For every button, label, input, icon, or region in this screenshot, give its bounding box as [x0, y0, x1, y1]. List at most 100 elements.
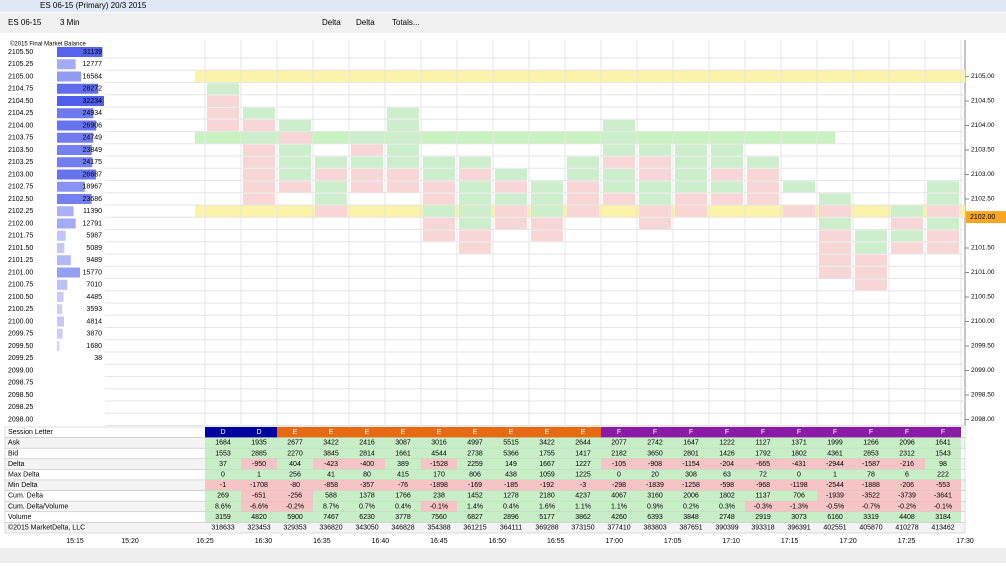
ladder-volume: 11390: [83, 208, 102, 215]
table-value: 6827: [467, 514, 483, 521]
volume-bar: [57, 72, 81, 82]
ladder-price: 2103.25: [8, 159, 33, 166]
footprint-cell: [243, 181, 275, 192]
table-value: 2006: [683, 493, 699, 500]
footprint-cell: [207, 96, 239, 107]
footprint-cell: [315, 194, 347, 205]
footprint-cell: [819, 243, 851, 254]
axis-label: 2098.00: [971, 416, 995, 423]
footprint-cell: [927, 230, 959, 241]
footprint-cell: [315, 169, 347, 180]
footprint-cell: [675, 194, 707, 205]
table-value: 806: [469, 472, 481, 479]
footprint-cell: [819, 230, 851, 241]
table-value: 410278: [895, 525, 918, 532]
footprint-cell: [639, 218, 671, 229]
ladder-price: 2098.25: [8, 404, 33, 411]
time-label: 17:30: [956, 538, 974, 545]
ladder-price: 2102.75: [8, 184, 33, 191]
footprint-cell: [243, 169, 275, 180]
table-value: 3160: [647, 493, 663, 500]
footprint-cell: [531, 230, 563, 241]
time-label: 15:15: [66, 538, 84, 545]
time-label: 17:20: [839, 538, 857, 545]
footprint-cell: [711, 145, 743, 156]
toolbar-item[interactable]: ES 06-15: [8, 18, 42, 27]
table-value: E: [401, 429, 406, 436]
ladder-price: 2102.50: [8, 196, 33, 203]
footprint-cell: [747, 169, 779, 180]
table-value: 1.6%: [539, 503, 555, 510]
table-value: 3778: [395, 514, 411, 521]
table-value: -665: [756, 461, 770, 468]
table-value: -1: [220, 482, 226, 489]
table-value: 3848: [683, 514, 699, 521]
table-value: -216: [900, 461, 914, 468]
table-value: -1258: [682, 482, 700, 489]
table-value: -2944: [826, 461, 844, 468]
footprint-cell: [603, 169, 635, 180]
volume-bar: [57, 206, 74, 216]
table-value: 1452: [467, 493, 483, 500]
footprint-cell: [387, 108, 419, 119]
volume-bar: [57, 219, 76, 229]
table-value: -598: [720, 482, 734, 489]
title-bar: [0, 0, 1006, 12]
footprint-cell: [351, 169, 383, 180]
table-value: 4997: [467, 440, 483, 447]
footprint-cell: [639, 206, 671, 217]
footprint-cell: [927, 181, 959, 192]
footprint-cell: [819, 206, 851, 217]
table-value: 72: [759, 472, 767, 479]
table-label: Cum. Delta/Volume: [8, 503, 68, 510]
row-highlight: [195, 71, 965, 83]
axis-label: 2103.50: [971, 147, 995, 154]
footprint-cell: [279, 181, 311, 192]
footprint-cell: [315, 206, 347, 217]
table-value: -3739: [898, 493, 916, 500]
table-value: -298: [612, 482, 626, 489]
footprint-cell: [279, 169, 311, 180]
table-value: 63: [723, 472, 731, 479]
toolbar-item[interactable]: Delta: [322, 18, 341, 27]
table-value: 1543: [935, 450, 951, 457]
footprint-cell: [855, 230, 887, 241]
table-value: 354388: [427, 525, 450, 532]
table-value: -968: [756, 482, 770, 489]
toolbar-item[interactable]: Delta: [356, 18, 375, 27]
table-value: -1939: [826, 493, 844, 500]
table-value: -0.1%: [430, 503, 448, 510]
table-value: 393318: [751, 525, 774, 532]
table-value: 3422: [539, 440, 555, 447]
table-value: D: [220, 429, 225, 436]
toolbar-item[interactable]: Totals...: [392, 18, 420, 27]
footprint-cell: [711, 181, 743, 192]
table-value: 318633: [211, 525, 234, 532]
volume-bar: [57, 268, 80, 278]
footprint-cell: [279, 157, 311, 168]
footprint-cell: [459, 243, 491, 254]
ladder-price: 2104.25: [8, 110, 33, 117]
footprint-cell: [891, 206, 923, 217]
ladder-volume: 16584: [83, 73, 103, 80]
table-value: 1222: [719, 440, 735, 447]
table-value: 2312: [899, 450, 915, 457]
table-value: 1.4%: [467, 503, 483, 510]
table-value: 2885: [251, 450, 267, 457]
footprint-cell: [279, 145, 311, 156]
footprint-cell: [459, 206, 491, 217]
table-value: 2416: [359, 440, 375, 447]
footprint-cell: [279, 120, 311, 131]
footprint-cell: [423, 169, 455, 180]
ladder-volume: 26906: [83, 122, 103, 129]
table-value: 20: [651, 472, 659, 479]
footprint-cell: [387, 120, 419, 131]
axis-label: 2099.00: [971, 367, 995, 374]
toolbar-item[interactable]: 3 Min: [60, 18, 80, 27]
footprint-cell: [891, 218, 923, 229]
table-value: F: [869, 429, 873, 436]
table-value: -2544: [826, 482, 844, 489]
ladder-price: 2103.00: [8, 171, 33, 178]
table-value: 1647: [683, 440, 699, 447]
table-value: 4820: [251, 514, 267, 521]
